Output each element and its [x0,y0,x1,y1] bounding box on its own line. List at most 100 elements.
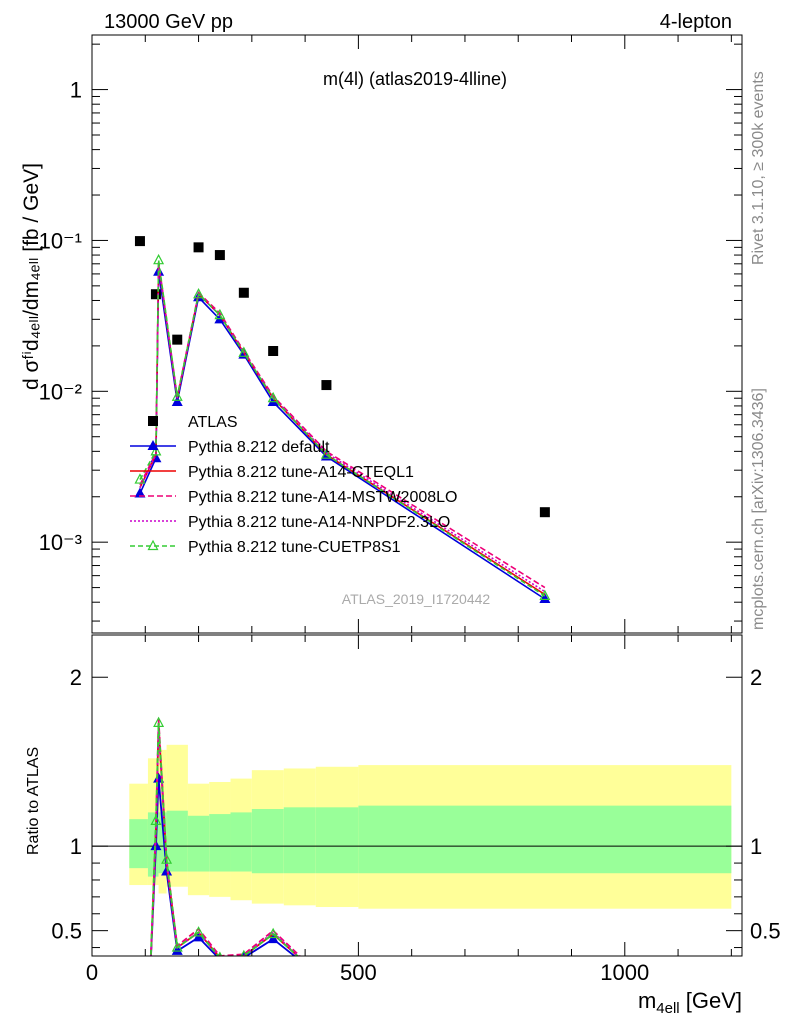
ratio-marker [145,958,156,968]
uncertainty-band-stat [166,810,188,872]
rivet-label: Rivet 3.1.10, ≥ 300k events [750,71,767,265]
legend-entry-pythia-8-212-tune-cuetp8s1: Pythia 8.212 tune-CUETP8S1 [130,539,401,556]
x-axis-label: m4ell [GeV] [638,988,742,1017]
uncertainty-band-stat [230,812,252,872]
series-marker [150,445,162,456]
data-point-atlas [268,345,279,356]
y-axis-label: d σᶠⁱd₄ₑₗₗ/dm₄ₑₗₗ [fb / GeV] [20,163,43,390]
main-panel: 1 10⁻¹ 10⁻² 10⁻³ m(4l) (atlas2019-4lline) A… [20,34,743,634]
series-line [139,260,546,597]
legend-entry-pythia-8-212-default: Pythia 8.212 default [130,439,330,456]
series-marker [171,395,183,406]
series-pythia-8-212-tune-a14-nnpdf2-3lo [139,264,546,593]
series-marker [171,390,183,401]
legend-entry-pythia-8-212-tune-a14-cteql1: Pythia 8.212 tune-A14-CTEQL1 [130,464,414,481]
ratio-y-tick-label-right: 2 [750,665,762,690]
x-tick-label: 1000 [600,960,649,985]
series-marker [134,473,146,484]
main-frame [91,34,743,634]
uncertainty-band-stat [129,819,148,869]
series-marker [153,253,165,265]
legend-marker [147,440,159,450]
ratio-marker [301,958,310,967]
uncertainty-band-stat [358,805,732,874]
ratio-frame [91,634,743,957]
ratio-panel: 0.5 0.5 1 1 2 2 0 500 1000 Ratio to ATLAS m4ell … [25,634,781,1017]
legend-label: Pythia 8.212 tune-A14-NNPDF2.3LO [188,514,450,531]
legend-marker [147,539,159,551]
uncertainty-band-stat [187,815,210,872]
y-tick-label: 10⁻³ [39,530,82,555]
ratio-y-tick-label-left: 0.5 [51,919,82,944]
ratio-marker [171,944,183,955]
data-point-atlas [172,334,183,345]
legend-marker [148,416,158,426]
ratio-y-tick-label-left: 1 [70,834,82,859]
chart-title: m(4l) (atlas2019-4lline) [323,69,507,89]
series-line [139,264,546,593]
ratio-series-pythia-8-212-tune-cuetp8s1 [146,716,310,967]
legend-entry-pythia-8-212-tune-a14-nnpdf2-3lo: Pythia 8.212 tune-A14-NNPDF2.3LO [130,514,450,531]
ratio-bands [92,744,742,909]
series-marker [214,308,226,320]
uncertainty-band-stat [147,812,159,877]
series-marker [134,487,146,498]
series-marker [238,346,250,357]
ratio-y-tick-label-right: 0.5 [750,919,781,944]
ratio-marker [161,865,173,876]
mcplots-label: mcplots.cern.ch [arXiv:1306.3436] [750,388,767,630]
data-point-atlas [214,250,225,261]
data-point-atlas [150,289,161,300]
uncertainty-band-stat [209,814,231,872]
ratio-marker [153,716,165,727]
ratio-marker [300,958,311,968]
ratio-series-layer [145,716,311,968]
main-series-layer [134,236,551,604]
legend-label: Pythia 8.212 default [188,439,330,456]
ratio-marker [240,949,248,956]
ratio-marker [161,853,173,864]
header-collision: 13000 GeV pp [104,11,233,33]
ratio-marker [193,926,205,937]
uncertainty-band-stat [158,812,167,874]
ratio-line [149,719,302,956]
ratio-y-axis-label: Ratio to ATLAS [25,747,42,855]
legend-entry-pythia-8-212-tune-a14-mstw2008lo: Pythia 8.212 tune-A14-MSTW2008LO [130,489,457,506]
legend-label: Pythia 8.212 tune-CUETP8S1 [188,539,401,556]
legend: ATLAS Pythia 8.212 default Pythia 8.212 tu… [130,414,457,556]
data-point-atlas [539,507,550,518]
legend-label: Pythia 8.212 tune-A14-MSTW2008LO [188,489,457,506]
ratio-marker [171,941,183,952]
y-tick-label: 1 [70,78,82,103]
ratio-axis-ticks: 0.5 0.5 1 1 2 2 0 500 1000 [51,635,781,985]
ratio-marker [267,927,279,939]
data-point-atlas [193,242,204,253]
ratio-y-tick-label-left: 2 [70,665,82,690]
main-axis-ticks: 1 10⁻¹ 10⁻² 10⁻³ [39,35,742,633]
data-point-atlas [238,287,249,298]
ratio-series-pythia-8-212-tune-a14-mstw2008lo [149,719,302,956]
uncertainty-band-stat [251,809,284,874]
legend-entry-atlas: ATLAS [148,414,238,431]
series-marker [320,448,332,459]
x-tick-label: 0 [86,960,98,985]
x-tick-label: 500 [340,960,377,985]
data-point-atlas [321,380,332,391]
data-point-atlas [134,236,145,247]
series-atlas [134,236,550,518]
y-tick-label: 10⁻¹ [39,228,82,253]
series-marker [267,395,279,406]
analysis-watermark: ATLAS_2019_I1720442 [342,591,491,607]
legend-label: Pythia 8.212 tune-A14-CTEQL1 [188,464,414,481]
series-pythia-8-212-tune-cuetp8s1 [134,253,551,601]
ratio-y-tick-label-right: 1 [750,834,762,859]
uncertainty-band-stat [315,807,359,874]
ratio-marker [146,958,155,967]
legend-label: ATLAS [188,414,238,431]
series-marker [539,589,551,601]
series-marker [267,391,279,403]
series-marker [193,287,205,299]
series-marker [539,593,551,604]
uncertainty-band-stat [283,807,316,874]
